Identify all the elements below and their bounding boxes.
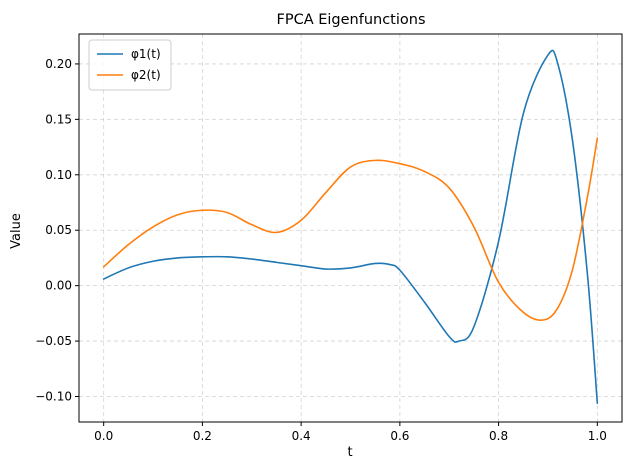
grid-layer [79,34,622,422]
x-tick-label: 0.2 [193,429,212,443]
y-axis-label: Value [9,213,24,249]
y-tick-label: 0.15 [45,112,72,126]
y-tick-label: 0.10 [45,168,72,182]
y-tick-label: −0.05 [35,334,72,348]
legend-box [88,39,172,91]
y-tick-label: 0.00 [45,279,72,293]
x-tick-label: 0.0 [94,429,113,443]
x-axis-label: t [347,445,352,460]
y-tick-label: −0.10 [35,390,72,404]
plot-frame [78,33,623,423]
legend: φ1(t) φ2(t) [88,39,172,91]
x-tick-label: 0.6 [390,429,409,443]
series-line-1 [102,49,599,404]
legend-label: φ1(t) [131,47,161,61]
x-tick-label: 1.0 [588,429,607,443]
series-layer [102,49,599,404]
x-tick-label: 0.4 [292,429,311,443]
legend-label: φ2(t) [131,68,161,82]
chart-title: FPCA Eigenfunctions [276,12,425,28]
tick-layer: 0.0 0.2 0.4 0.6 0.8 1.0 −0.10 −0.05 0.00 0.05 0.10… [35,57,607,443]
series-line-2 [102,137,599,321]
y-tick-label: 0.05 [45,223,72,237]
x-tick-label: 0.8 [489,429,508,443]
y-tick-label: 0.20 [45,57,72,71]
